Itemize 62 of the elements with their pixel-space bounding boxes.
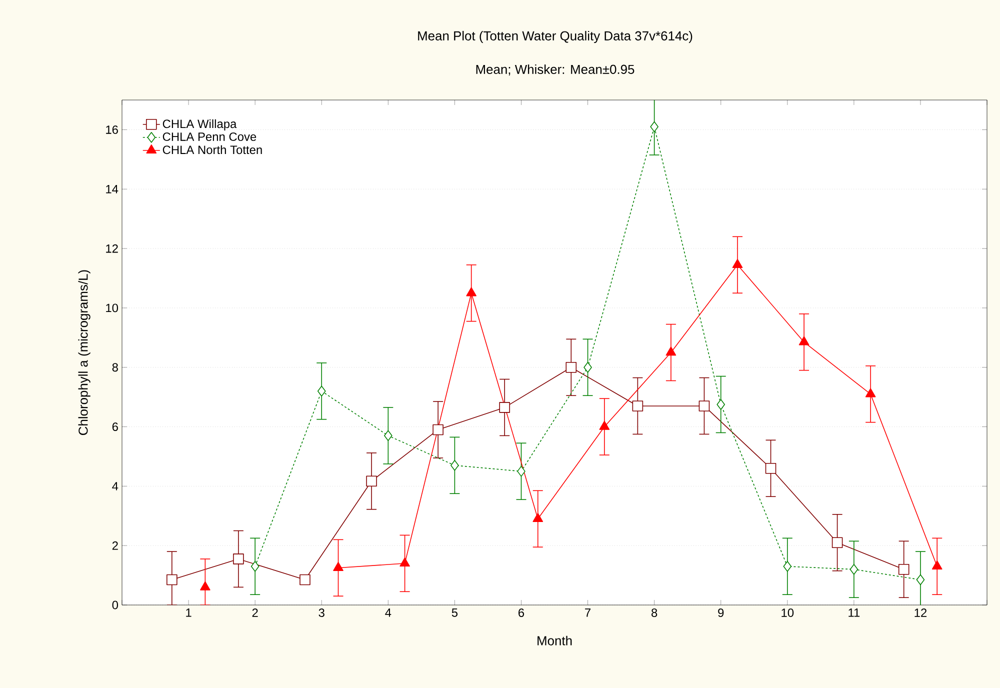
y-tick-label: 12	[106, 244, 118, 253]
point	[300, 574, 310, 586]
point	[166, 574, 178, 586]
x-tick-label: 7	[585, 608, 590, 617]
y-tick-label: 14	[106, 185, 118, 194]
point	[450, 460, 459, 471]
y-tick-label: 6	[112, 422, 118, 431]
x-tick-label: 8	[652, 608, 658, 617]
point	[650, 121, 658, 132]
y-tick-label: 16	[106, 125, 118, 134]
legend-label: CHLA Willapa	[162, 119, 237, 130]
point	[932, 560, 942, 570]
y-axis-title: Chlorophyll a (micrograms/L)	[78, 270, 90, 435]
x-tick-label: 6	[518, 608, 524, 617]
point	[666, 346, 676, 356]
chart-title: Mean Plot (Totten Water Quality Data 37v*614c)	[418, 30, 692, 44]
point	[400, 558, 410, 567]
x-tick-label: 1	[186, 608, 192, 617]
point	[250, 560, 260, 572]
x-tick-label: 11	[848, 608, 860, 617]
point	[233, 554, 244, 564]
y-tick-label: 0	[112, 600, 118, 610]
point	[716, 399, 726, 410]
point	[698, 400, 710, 412]
point	[366, 476, 377, 487]
point	[916, 574, 925, 586]
point	[466, 287, 476, 296]
point	[532, 512, 544, 522]
point	[432, 424, 444, 436]
y-tick-label: 10	[106, 304, 118, 312]
point	[333, 562, 344, 572]
point	[599, 420, 610, 430]
point	[765, 462, 776, 474]
x-tick-label: 3	[318, 608, 324, 617]
x-tick-label: 9	[718, 608, 724, 617]
point	[798, 336, 810, 346]
point	[850, 564, 858, 575]
legend-label: CHLA North Totten	[162, 145, 262, 154]
point	[317, 386, 326, 397]
y-tick-label: 2	[112, 541, 118, 550]
point	[499, 402, 510, 413]
point	[783, 560, 792, 572]
x-axis-title: Month	[538, 636, 572, 646]
x-tick-label: 2	[252, 608, 258, 617]
point	[200, 581, 210, 590]
y-tick-label: 8	[112, 363, 118, 372]
legend-label: CHLA Penn Cove	[162, 132, 256, 141]
x-tick-label: 10	[782, 608, 794, 617]
point	[517, 466, 526, 477]
point	[865, 388, 876, 398]
x-tick-label: 4	[385, 608, 392, 617]
point	[566, 362, 577, 373]
point	[584, 362, 592, 373]
x-tick-label: 5	[452, 608, 458, 617]
y-tick-label: 4	[112, 482, 118, 490]
point	[632, 400, 644, 412]
point	[384, 430, 392, 442]
x-tick-label: 12	[914, 608, 927, 617]
point	[732, 258, 743, 268]
point	[898, 564, 910, 575]
point	[832, 537, 843, 548]
chart-subtitle: Mean; Whisker: Mean±0.95	[476, 64, 634, 76]
